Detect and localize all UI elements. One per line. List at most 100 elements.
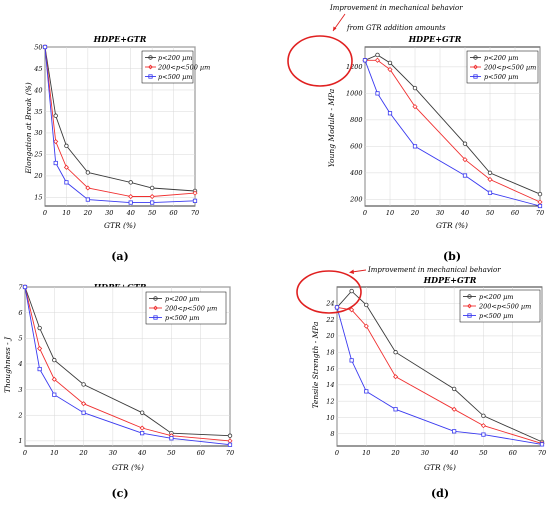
- data-point-c-0-6: [227, 433, 233, 438]
- data-point-d-1-1: [349, 307, 355, 313]
- data-point-d-2-4: [452, 429, 457, 434]
- annotation-arrow-d: [351, 269, 367, 273]
- data-point-d-2-1: [349, 358, 354, 363]
- y-tick-label-a-1: 20: [33, 172, 42, 180]
- data-point-c-2-2: [52, 392, 57, 397]
- x-tick-label-d-6: 60: [509, 449, 517, 457]
- data-point-c-0-1: [37, 325, 42, 331]
- legend-marker-d-2: [467, 313, 472, 318]
- legend-a: p<200 µm 200<p<500 µm p<500 µm: [141, 50, 210, 84]
- x-axis-label-a: GTR (%): [104, 221, 136, 230]
- series-lines-b: [362, 52, 543, 209]
- data-point-a-0-4: [128, 180, 133, 185]
- y-tick-label-c-6: 7: [18, 283, 23, 291]
- legend-label-d-1: 200<p<500 µm: [478, 303, 531, 311]
- y-tick-label-a-6: 45: [33, 65, 42, 73]
- data-point-c-2-0: [22, 284, 28, 290]
- legend-label-d-2: p<500 µm: [479, 312, 513, 320]
- data-point-d-0-5: [481, 413, 486, 419]
- x-tick-label-c-2: 20: [78, 449, 87, 457]
- annotation-ellipse-d: [296, 270, 362, 314]
- legend-marker-c-2: [153, 315, 158, 320]
- y-tick-label-b-0: 200: [349, 196, 362, 204]
- x-tick-label-a-7: 70: [191, 209, 199, 217]
- chart-panel-a: HDPE+GTR 0 10 20 30 40 50 60 70 15 20 25 30 35 40 45 50…: [24, 34, 210, 263]
- y-tick-label-d-2: 12: [326, 397, 334, 405]
- data-point-c-2-5: [169, 436, 174, 441]
- y-axis-label-b: Young Module - MPa: [327, 89, 336, 168]
- x-tick-label-a-1: 10: [62, 209, 70, 217]
- data-point-a-0-5: [149, 185, 155, 191]
- data-point-b-0-6: [537, 191, 543, 197]
- legend-label-c-1: 200<p<500 µm: [164, 305, 217, 313]
- data-point-b-2-4: [462, 173, 468, 178]
- annotation-d-line1: Improvement in mechanical behavior: [367, 266, 501, 274]
- data-point-c-1-2: [51, 376, 57, 382]
- data-point-d-1-5: [480, 423, 486, 429]
- x-tick-label-b-2: 20: [410, 209, 419, 217]
- tick-labels-b: 0 10 20 30 40 50 60 70 200 400 600 800 1000 1200: [346, 63, 544, 217]
- y-tick-label-d-8: 24: [325, 300, 334, 308]
- x-tick-label-c-7: 70: [226, 449, 234, 457]
- y-tick-label-c-2: 3: [18, 386, 22, 394]
- y-tick-label-c-5: 6: [18, 309, 22, 317]
- x-tick-label-c-5: 50: [167, 449, 175, 457]
- data-point-b-1-2: [387, 66, 393, 73]
- y-tick-label-d-0: 8: [330, 430, 334, 438]
- x-tick-label-d-5: 50: [479, 449, 487, 457]
- series-lines-a: [42, 44, 198, 205]
- x-axis-label-c: GTR (%): [112, 463, 144, 472]
- data-point-a-0-3: [85, 170, 91, 175]
- x-tick-label-d-2: 20: [390, 449, 399, 457]
- y-tick-label-b-2: 600: [350, 143, 362, 151]
- tick-labels-a: 0 10 20 30 40 50 60 70 15 20 25 30 35 40 45 50: [33, 43, 199, 217]
- data-point-b-1-4: [462, 157, 468, 163]
- x-tick-label-d-3: 30: [421, 449, 429, 457]
- data-point-b-1-1: [374, 57, 381, 63]
- panel-caption-c: (c): [111, 487, 128, 500]
- y-tick-label-b-3: 800: [350, 116, 362, 124]
- y-tick-label-a-4: 35: [34, 108, 42, 116]
- y-tick-label-b-1: 400: [349, 169, 362, 177]
- legend-marker-b-1: [473, 64, 478, 70]
- data-point-c-0-3: [81, 382, 86, 387]
- legend-marker-c-1: [153, 305, 158, 311]
- data-point-a-1-1: [53, 138, 59, 145]
- data-point-c-2-6: [227, 442, 233, 447]
- legend-b: p<200 µm 200<p<500 µm p<500 µm: [466, 50, 539, 84]
- y-axis-label-c: Thoughness - J: [3, 336, 12, 393]
- legend-marker-b-0: [473, 55, 478, 60]
- legend-label-d-0: p<200 µm: [479, 293, 513, 301]
- legend-label-b-1: 200<p<500 µm: [483, 64, 536, 72]
- data-point-a-2-1: [53, 160, 58, 166]
- x-tick-label-b-5: 50: [486, 209, 494, 217]
- data-point-b-0-5: [487, 170, 493, 176]
- annotation-b-line2: from GTR addition amounts: [346, 24, 446, 32]
- data-point-b-2-1: [375, 91, 380, 96]
- legend-marker-c-0: [153, 296, 158, 301]
- data-point-d-2-5: [481, 432, 486, 437]
- chart-panel-b: HDPE+GTR 0 10 20 30 40 50 60 70 200 400 600 800 1000…: [287, 4, 544, 263]
- x-tick-label-d-4: 40: [449, 449, 458, 457]
- panel-caption-d: (d): [431, 487, 449, 500]
- y-tick-label-a-7: 50: [34, 43, 42, 51]
- legend-label-a-0: p<200 µm: [158, 54, 192, 62]
- data-point-d-0-2: [364, 302, 369, 308]
- legend-d: p<200 µm 200<p<500 µm p<500 µm: [459, 289, 541, 323]
- y-tick-label-c-1: 2: [17, 412, 22, 420]
- data-point-a-2-2: [64, 180, 69, 185]
- x-tick-label-c-3: 30: [109, 449, 117, 457]
- y-tick-label-a-3: 30: [34, 129, 42, 137]
- x-tick-label-b-7: 70: [536, 209, 544, 217]
- data-point-c-1-4: [139, 425, 145, 431]
- y-tick-label-d-7: 22: [325, 316, 334, 324]
- chart-panel-d: HDPE+GTR 0 10 20 30 40 50 60 70 8 10 12 14 16 18 20 22 2…: [296, 266, 546, 500]
- y-tick-label-c-0: 1: [18, 437, 22, 445]
- legend-marker-d-0: [467, 294, 472, 299]
- gridlines-a: [44, 46, 196, 206]
- data-point-d-0-4: [451, 386, 457, 392]
- data-point-b-2-6: [537, 203, 543, 209]
- x-tick-label-b-1: 10: [386, 209, 394, 217]
- data-point-c-0-2: [52, 357, 57, 363]
